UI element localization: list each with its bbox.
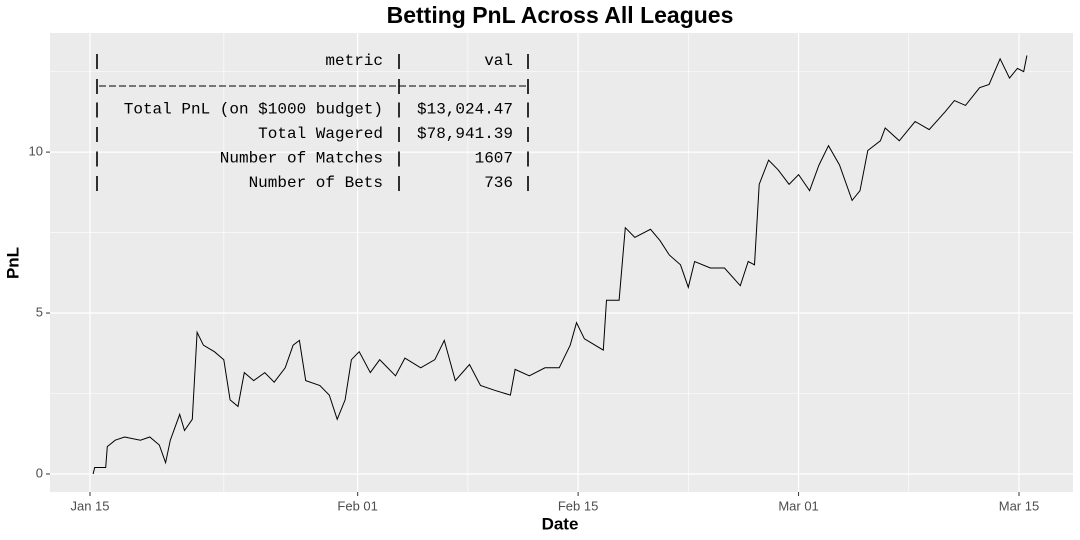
grid xyxy=(50,33,1073,492)
annotation-table: metric val Total PnL (on $1000 budget) $13,… xyxy=(96,52,529,192)
table-cell: 1607 xyxy=(475,150,513,168)
y-axis-label: PnL xyxy=(3,247,22,279)
table-cell: Total Wagered xyxy=(258,125,383,143)
table-header: val xyxy=(484,52,513,70)
panel xyxy=(50,33,1073,492)
y-tick-label: 10 xyxy=(29,144,43,159)
x-tick-label: Feb 01 xyxy=(337,498,377,513)
table-cell: Number of Bets xyxy=(249,174,383,192)
table-cell: $13,024.47 xyxy=(417,101,513,119)
pnl-line xyxy=(92,55,1028,475)
table-cell: Total PnL (on $1000 budget) xyxy=(124,101,383,119)
x-tick-label: Mar 15 xyxy=(999,498,1039,513)
x-tick-label: Mar 01 xyxy=(778,498,818,513)
x-tick-label: Jan 15 xyxy=(70,498,109,513)
x-tick-label: Feb 15 xyxy=(558,498,598,513)
y-tick-label: 5 xyxy=(36,304,43,319)
plot xyxy=(92,55,1028,475)
table-cell: Number of Matches xyxy=(220,150,383,168)
chart-title: Betting PnL Across All Leagues xyxy=(387,2,734,28)
x-axis-label: Date xyxy=(542,514,579,533)
table-cell: 736 xyxy=(484,174,513,192)
table-cell: $78,941.39 xyxy=(417,125,513,143)
y-tick-label: 0 xyxy=(36,465,43,480)
table-header: metric xyxy=(325,52,383,70)
